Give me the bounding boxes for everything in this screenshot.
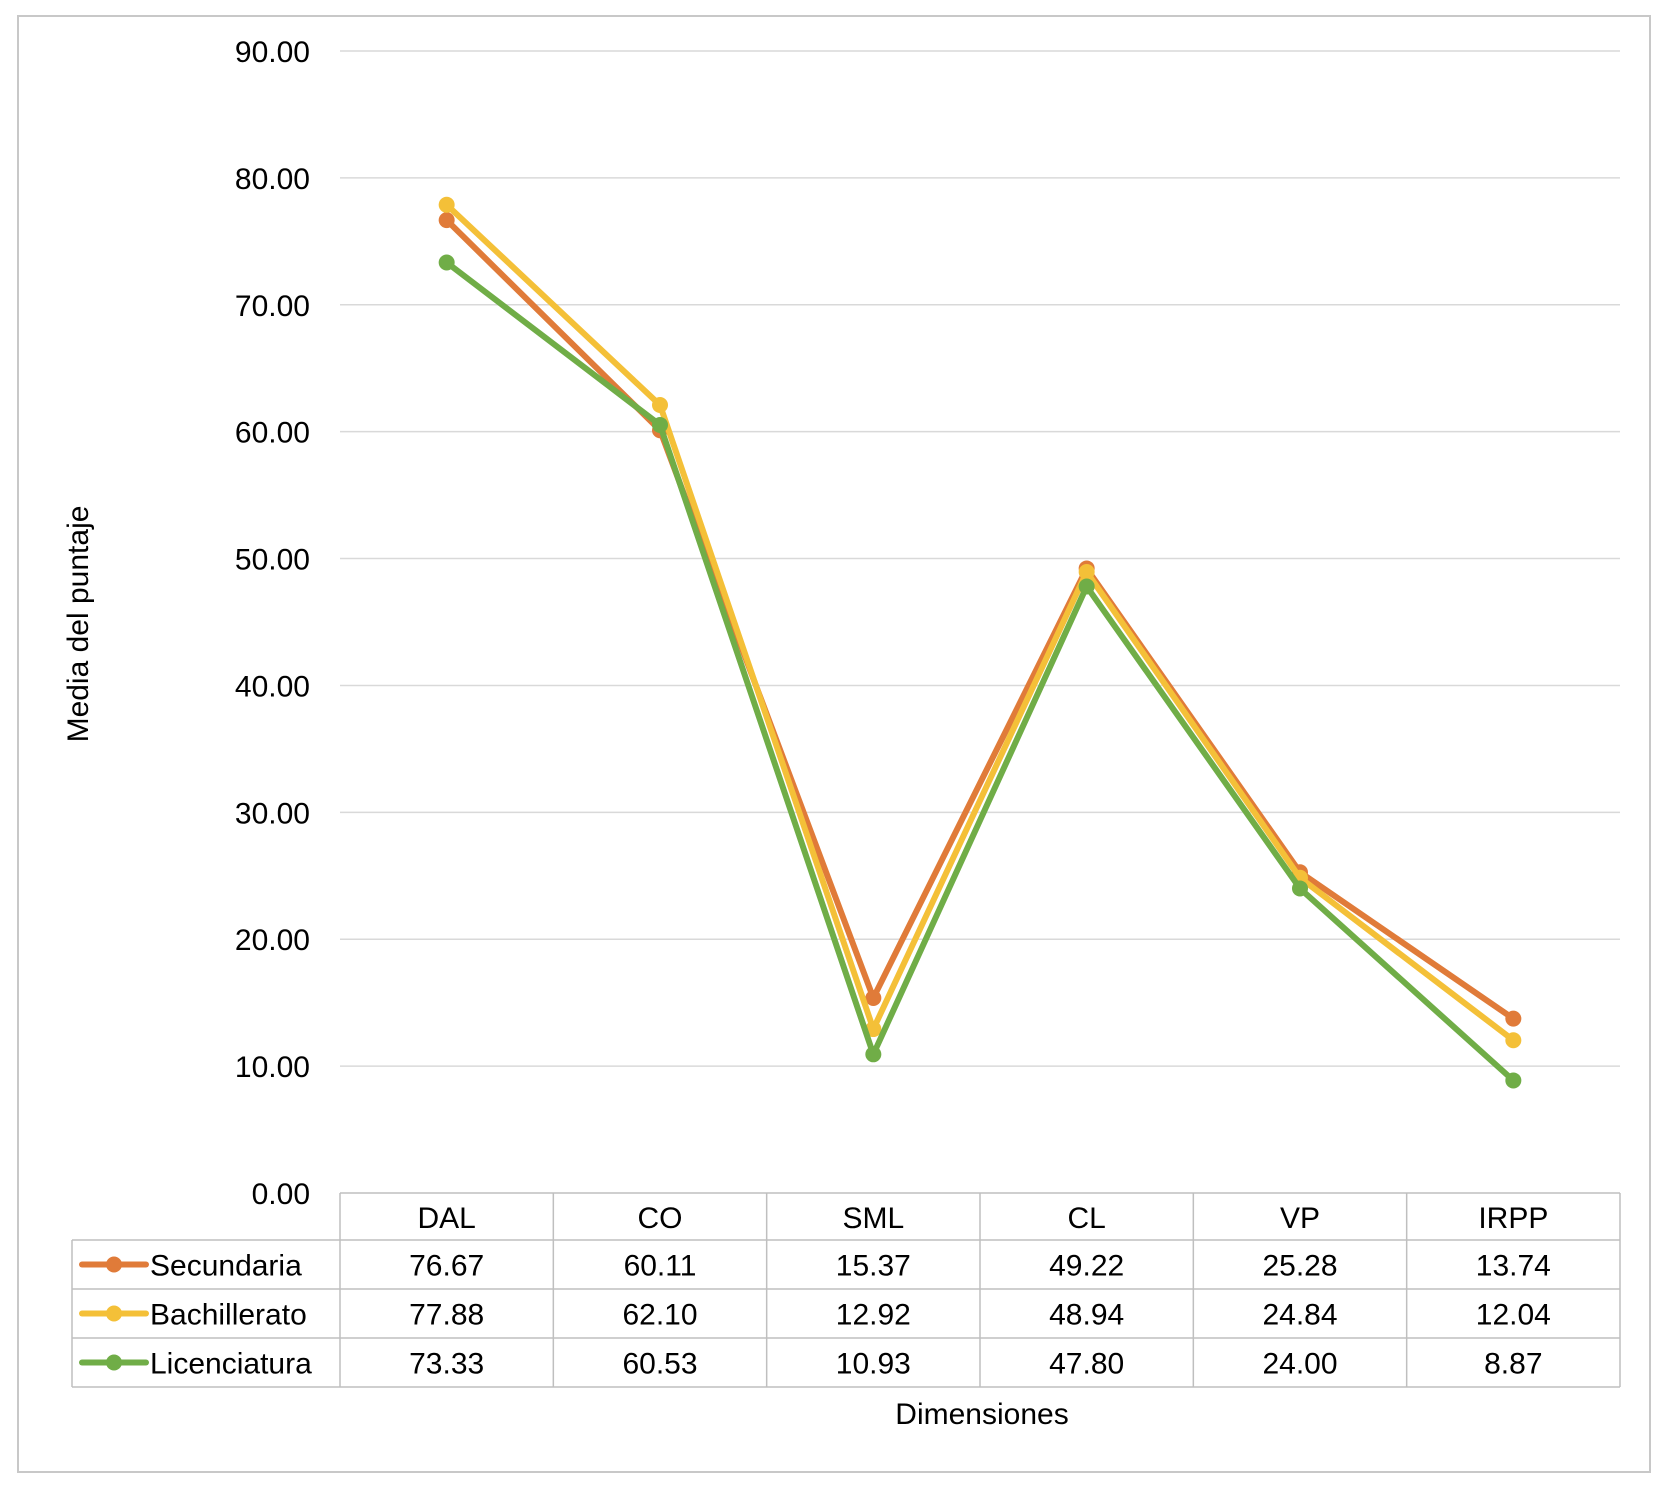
x-category-label: DAL bbox=[417, 1202, 475, 1235]
table-cell-value: 24.84 bbox=[1262, 1299, 1337, 1332]
table-cell-value: 62.10 bbox=[622, 1299, 697, 1332]
legend-label: Secundaria bbox=[150, 1250, 302, 1283]
x-category-label: CL bbox=[1067, 1202, 1105, 1235]
table-cell-value: 15.37 bbox=[836, 1250, 911, 1283]
table-cell-value: 24.00 bbox=[1262, 1348, 1337, 1381]
y-tick-label: 80.00 bbox=[235, 163, 310, 196]
table-cell-value: 77.88 bbox=[409, 1299, 484, 1332]
legend-label: Bachillerato bbox=[150, 1299, 307, 1332]
table-cell-value: 47.80 bbox=[1049, 1348, 1124, 1381]
data-point bbox=[1505, 1072, 1522, 1089]
x-category-label: SML bbox=[842, 1202, 904, 1235]
table-cell-value: 25.28 bbox=[1262, 1250, 1337, 1283]
data-point bbox=[438, 254, 455, 271]
data-point bbox=[1505, 1010, 1522, 1027]
table-cell-value: 48.94 bbox=[1049, 1299, 1124, 1332]
x-category-label: IRPP bbox=[1478, 1202, 1548, 1235]
data-point bbox=[1078, 578, 1095, 595]
series-line bbox=[443, 201, 1517, 1044]
y-axis-ticks: 0.00 10.00 20.00 30.00 40.00 50.00 60.00 70.00 8… bbox=[235, 36, 310, 1211]
table-cell-value: 73.33 bbox=[409, 1348, 484, 1381]
y-tick-label: 20.00 bbox=[235, 924, 310, 957]
legend-label: Licenciatura bbox=[150, 1348, 312, 1381]
table-cell-value: 12.04 bbox=[1476, 1299, 1551, 1332]
data-point bbox=[1078, 564, 1095, 581]
table-cell-value: 76.67 bbox=[409, 1250, 484, 1283]
legend-swatch-marker bbox=[106, 1256, 122, 1273]
data-point bbox=[865, 1021, 882, 1038]
table-cell-value: 8.87 bbox=[1484, 1348, 1542, 1381]
x-category-label: CO bbox=[638, 1202, 683, 1235]
y-tick-label: 60.00 bbox=[235, 417, 310, 450]
data-point bbox=[865, 989, 882, 1006]
y-tick-label: 50.00 bbox=[235, 544, 310, 577]
data-point bbox=[1505, 1032, 1522, 1049]
data-point bbox=[652, 397, 668, 414]
x-category-label: VP bbox=[1280, 1202, 1320, 1235]
x-axis-title: Dimensiones bbox=[895, 1398, 1068, 1431]
table-cell-value: 49.22 bbox=[1049, 1250, 1124, 1283]
gridlines bbox=[340, 50, 1620, 1067]
y-tick-label: 40.00 bbox=[235, 670, 310, 703]
table-cell-value: 60.11 bbox=[624, 1250, 697, 1283]
chart-border bbox=[17, 15, 1651, 1473]
y-tick-label: 30.00 bbox=[235, 797, 310, 830]
legend-swatch-marker bbox=[106, 1305, 122, 1322]
y-tick-label: 70.00 bbox=[235, 290, 310, 323]
data-table: DAL CO SML CL VP IRPP Secundaria 76.67 60.11 15.3… bbox=[71, 1192, 1621, 1388]
table-cell-value: 12.92 bbox=[836, 1299, 911, 1332]
series-lines bbox=[438, 196, 1522, 1089]
table-cell-value: 13.74 bbox=[1476, 1250, 1551, 1283]
legend-swatch-marker bbox=[106, 1354, 122, 1371]
data-point bbox=[438, 212, 455, 229]
data-point bbox=[438, 196, 455, 213]
data-point bbox=[865, 1046, 882, 1063]
y-axis-title: Media del puntaje bbox=[62, 506, 95, 743]
data-point bbox=[1292, 880, 1308, 897]
y-tick-label: 10.00 bbox=[235, 1051, 310, 1084]
data-point bbox=[652, 416, 668, 433]
table-cell-value: 60.53 bbox=[622, 1348, 697, 1381]
y-tick-label: 90.00 bbox=[235, 36, 310, 69]
table-cell-value: 10.93 bbox=[836, 1348, 911, 1381]
y-tick-label: 0.00 bbox=[252, 1178, 310, 1211]
series-line bbox=[443, 259, 1517, 1084]
